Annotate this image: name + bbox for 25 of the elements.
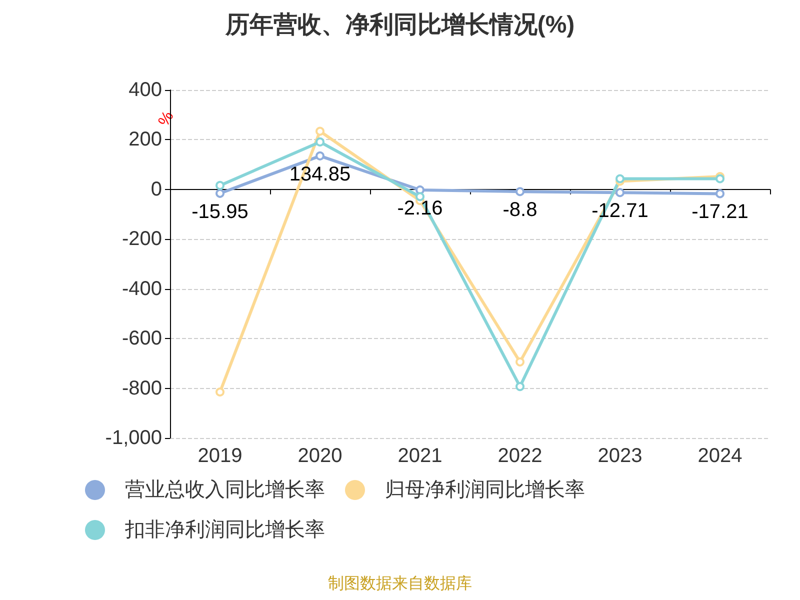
text: 制图数据来自数据库 (328, 574, 472, 592)
y-tick-label: -1,000 (105, 427, 162, 449)
chart-title: 历年营收、净利同比增长情况(%) (224, 12, 575, 38)
data-label: -12.71 (592, 200, 648, 222)
x-tick-label: 2022 (498, 445, 542, 467)
data-label: -8.8 (502, 199, 538, 222)
data-label: -17.21 (692, 201, 748, 224)
data-label: 134.85 (289, 163, 351, 186)
y-tick-label: 200 (128, 128, 162, 151)
y-tick-label: -800 (122, 377, 162, 400)
y-tick-label: -600 (122, 328, 162, 350)
legend-label: 扣非净利润同比增长率 (124, 519, 325, 541)
x-tick-label: 2019 (198, 445, 242, 467)
y-tick-label: 0 (150, 178, 162, 200)
y-tick-label: -200 (122, 228, 162, 250)
x-tick-label: 2024 (698, 445, 742, 467)
y-tick-label: 400 (128, 79, 162, 101)
x-tick-label: 2023 (598, 445, 642, 467)
legend-label: 营业总收入同比增长率 (125, 479, 325, 501)
y-tick-label: -400 (122, 278, 162, 300)
data-label: -2.16 (397, 197, 443, 220)
legend-label: 归母净利润同比增长率 (385, 479, 585, 501)
data-label: -15.95 (192, 200, 248, 223)
x-tick-label: 2020 (298, 445, 342, 467)
x-tick-label: 2021 (398, 445, 442, 467)
